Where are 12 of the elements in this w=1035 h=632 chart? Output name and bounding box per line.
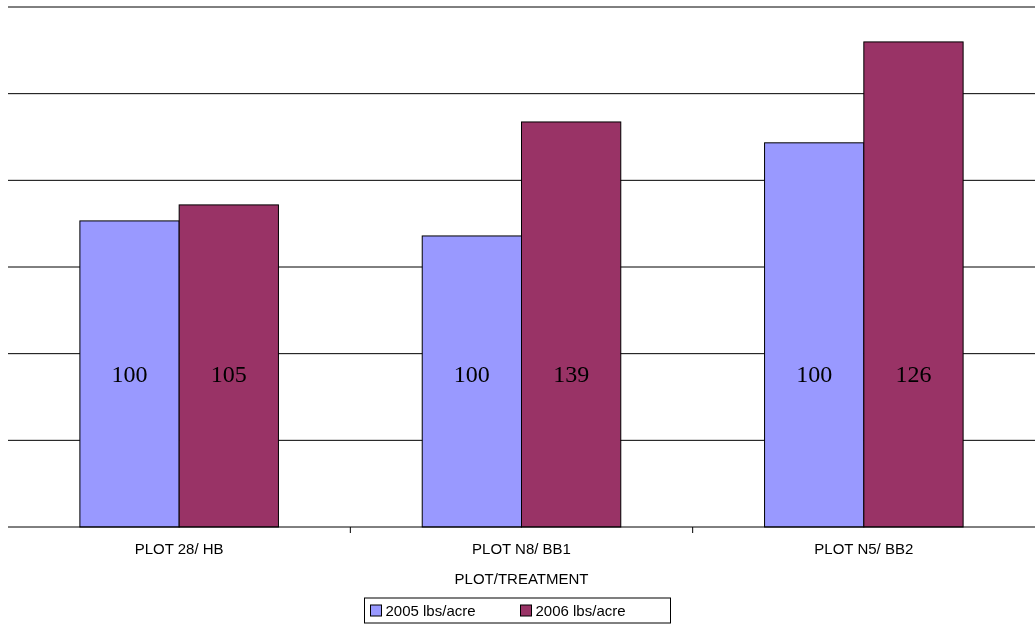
x-axis-title: PLOT/TREATMENT <box>454 570 589 587</box>
annotation: 139 <box>553 360 590 387</box>
annotation: 105 <box>210 360 247 387</box>
legend-label: 2005 lbs/acre <box>385 601 476 619</box>
x-tick-label: PLOT N5/ BB2 <box>814 540 914 557</box>
annotation: 100 <box>453 360 490 387</box>
x-tick-label: PLOT 28/ HB <box>134 540 224 557</box>
x-tick-label: PLOT N8/ BB1 <box>472 540 571 557</box>
legend-label: 2006 lbs/acre <box>535 601 626 619</box>
annotation: 100 <box>796 360 833 387</box>
annotation: 126 <box>895 360 932 387</box>
annotation: 100 <box>111 360 148 387</box>
